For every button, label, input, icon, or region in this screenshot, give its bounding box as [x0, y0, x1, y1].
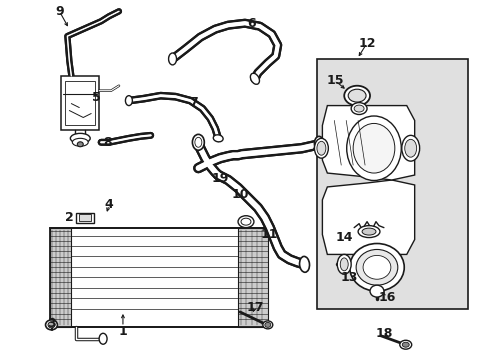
- Text: 5: 5: [92, 91, 101, 104]
- Ellipse shape: [195, 137, 202, 147]
- Ellipse shape: [72, 138, 88, 146]
- Polygon shape: [322, 105, 414, 180]
- Bar: [317, 59, 468, 309]
- Polygon shape: [322, 180, 414, 255]
- Ellipse shape: [369, 285, 383, 297]
- Ellipse shape: [350, 103, 366, 114]
- Text: 1: 1: [118, 325, 127, 338]
- Text: 15: 15: [326, 74, 344, 87]
- Ellipse shape: [250, 73, 259, 84]
- Bar: [65, 81, 95, 125]
- Ellipse shape: [316, 141, 325, 155]
- Ellipse shape: [125, 96, 132, 105]
- Ellipse shape: [337, 255, 350, 274]
- Ellipse shape: [45, 320, 57, 330]
- Text: 19: 19: [211, 171, 228, 185]
- Ellipse shape: [263, 321, 272, 329]
- Ellipse shape: [352, 123, 394, 173]
- Ellipse shape: [213, 135, 223, 142]
- Ellipse shape: [99, 333, 107, 344]
- Ellipse shape: [70, 133, 90, 143]
- Ellipse shape: [77, 142, 83, 147]
- Ellipse shape: [192, 134, 204, 150]
- Text: 16: 16: [377, 291, 395, 303]
- Ellipse shape: [314, 136, 324, 152]
- Text: 9: 9: [55, 5, 63, 18]
- Ellipse shape: [264, 323, 270, 327]
- Ellipse shape: [238, 216, 253, 228]
- Text: 11: 11: [261, 228, 278, 241]
- Text: 7: 7: [189, 96, 197, 109]
- Text: 17: 17: [245, 301, 263, 314]
- Bar: [79, 214, 91, 221]
- Ellipse shape: [48, 322, 55, 328]
- Bar: [61, 76, 99, 130]
- Ellipse shape: [241, 218, 250, 225]
- Text: 8: 8: [103, 136, 112, 149]
- Ellipse shape: [349, 243, 404, 291]
- Text: 4: 4: [104, 198, 113, 211]
- Text: 13: 13: [340, 271, 357, 284]
- Text: 12: 12: [358, 37, 375, 50]
- Text: 18: 18: [374, 327, 392, 340]
- Ellipse shape: [347, 89, 366, 102]
- Ellipse shape: [314, 138, 327, 158]
- Ellipse shape: [299, 256, 309, 272]
- Ellipse shape: [340, 258, 347, 271]
- Text: 3: 3: [47, 318, 56, 330]
- Ellipse shape: [361, 228, 375, 235]
- Text: 14: 14: [335, 231, 352, 244]
- Bar: [76, 213, 94, 223]
- Ellipse shape: [353, 105, 364, 112]
- Ellipse shape: [404, 139, 416, 157]
- Ellipse shape: [355, 249, 397, 285]
- Text: 6: 6: [247, 17, 256, 30]
- Ellipse shape: [399, 340, 411, 349]
- Ellipse shape: [401, 135, 419, 161]
- Ellipse shape: [168, 53, 176, 65]
- Text: 10: 10: [231, 188, 248, 201]
- Ellipse shape: [362, 255, 390, 279]
- Ellipse shape: [402, 342, 408, 347]
- Bar: [238, 228, 267, 327]
- Ellipse shape: [357, 226, 379, 238]
- Text: 2: 2: [65, 211, 74, 224]
- Bar: [49, 228, 71, 327]
- Bar: [49, 228, 267, 327]
- Ellipse shape: [344, 86, 369, 105]
- Ellipse shape: [346, 116, 401, 180]
